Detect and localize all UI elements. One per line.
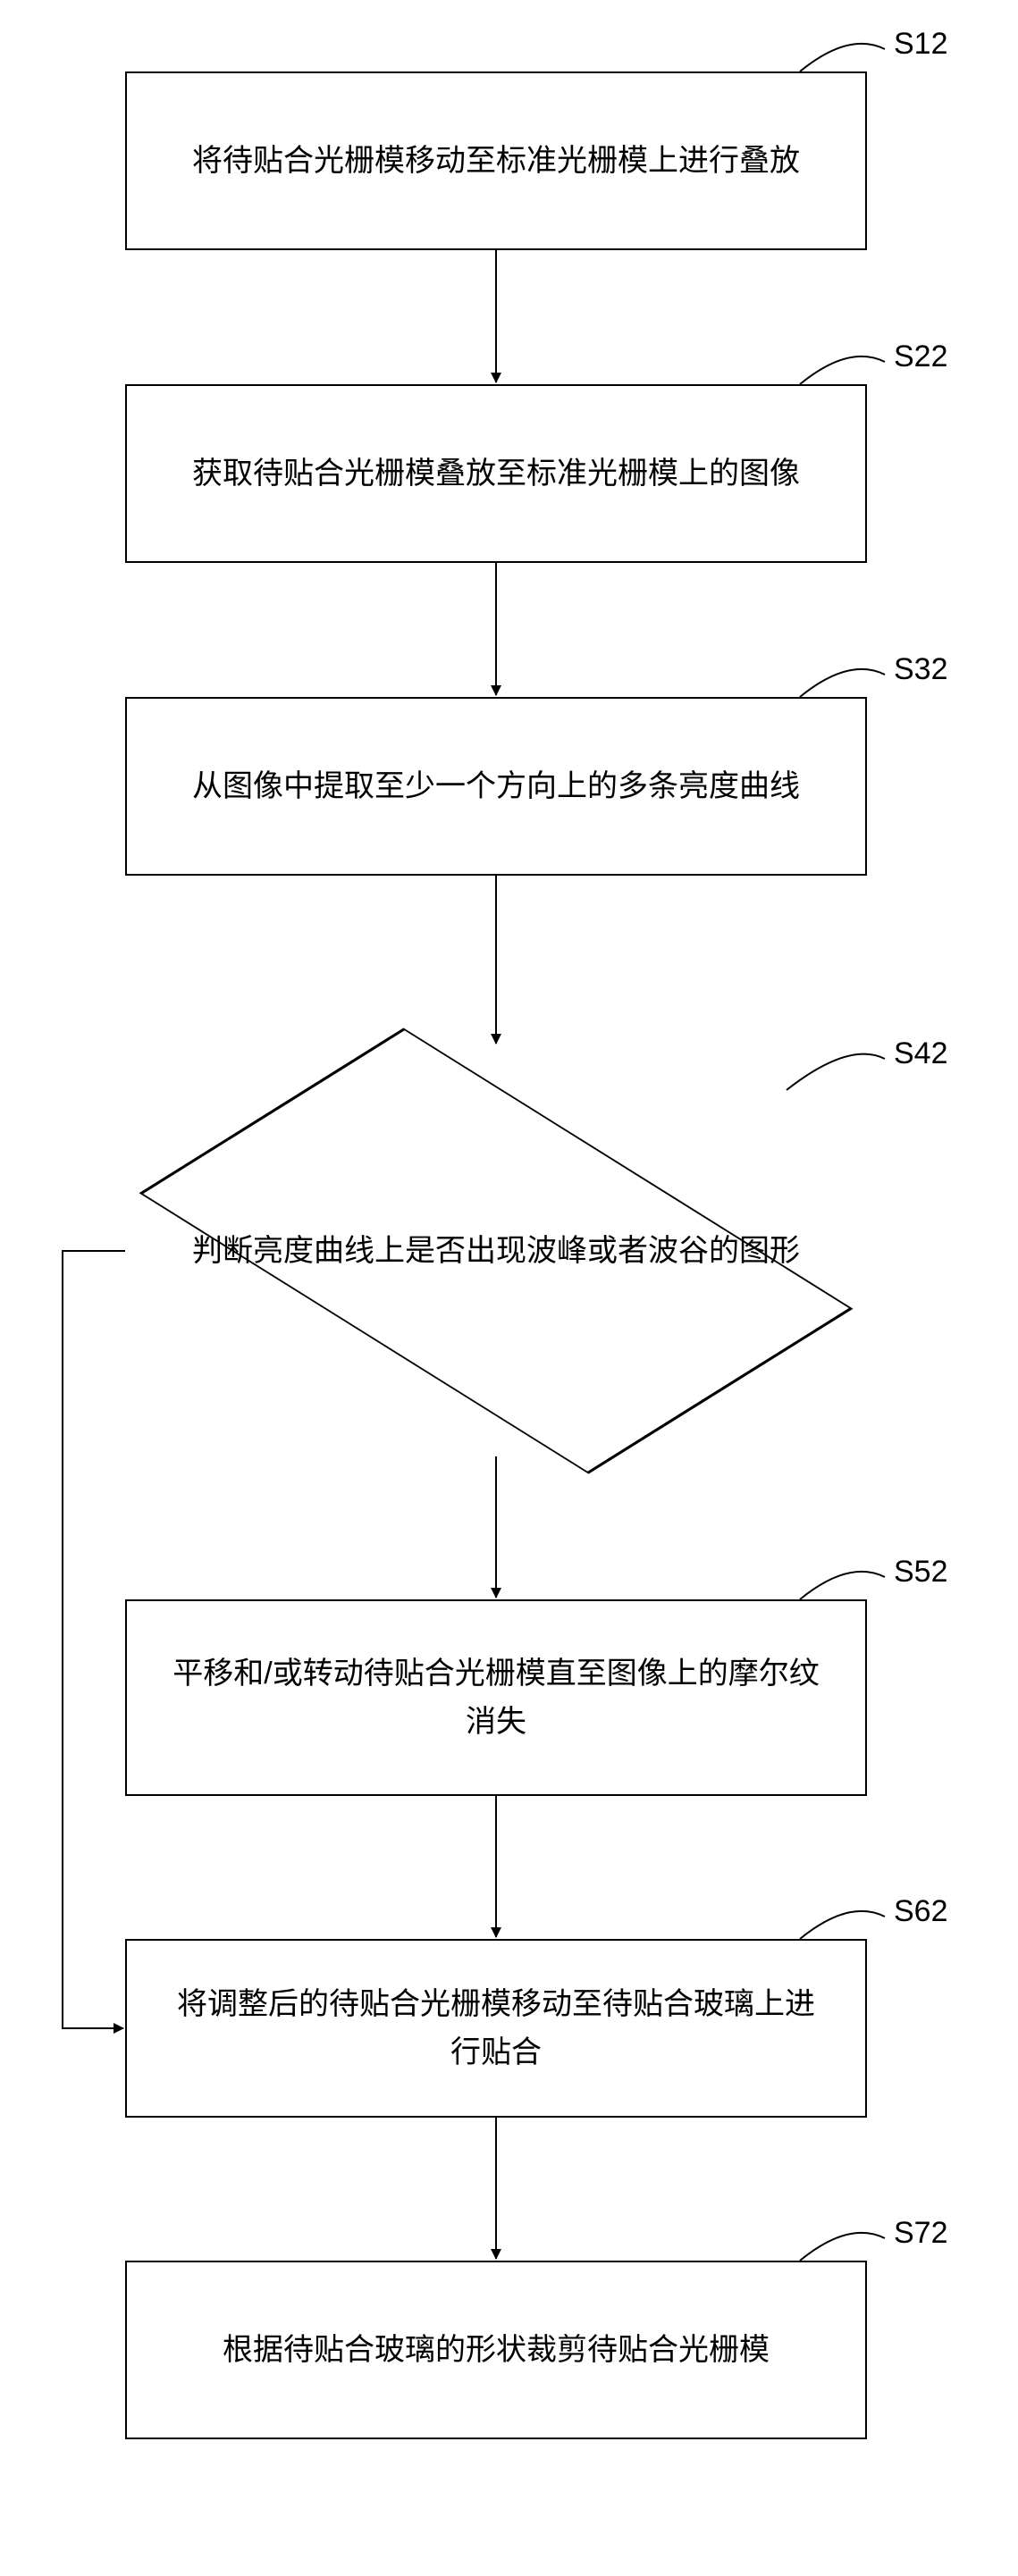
- label-text: S32: [894, 652, 948, 686]
- callout-s72: [800, 2233, 885, 2261]
- callout-s22: [800, 357, 885, 384]
- label-text: S12: [894, 27, 948, 61]
- flow-node-s42: 判断亮度曲线上是否出现波峰或者波谷的图形: [125, 1045, 867, 1456]
- step-label-s42: S42: [894, 1036, 948, 1071]
- step-label-s72: S72: [894, 2216, 948, 2251]
- step-label-s12: S12: [894, 27, 948, 62]
- label-text: S72: [894, 2216, 948, 2250]
- callout-s32: [800, 669, 885, 697]
- step-label-s32: S32: [894, 652, 948, 687]
- node-text: 根据待贴合玻璃的形状裁剪待贴合光栅模: [223, 2326, 770, 2374]
- flow-node-s22: 获取待贴合光栅模叠放至标准光栅模上的图像: [125, 384, 867, 563]
- node-text: 判断亮度曲线上是否出现波峰或者波谷的图形: [192, 1227, 800, 1275]
- callout-s52: [800, 1572, 885, 1599]
- label-text: S62: [894, 1894, 948, 1928]
- flow-node-s72: 根据待贴合玻璃的形状裁剪待贴合光栅模: [125, 2261, 867, 2439]
- label-text: S42: [894, 1036, 948, 1070]
- step-label-s52: S52: [894, 1555, 948, 1590]
- callout-s62: [800, 1911, 885, 1939]
- flow-node-s12: 将待贴合光栅模移动至标准光栅模上进行叠放: [125, 71, 867, 250]
- node-text: 将调整后的待贴合光栅模移动至待贴合玻璃上进行贴合: [163, 1980, 829, 2077]
- callout-s12: [800, 44, 885, 71]
- flow-node-s32: 从图像中提取至少一个方向上的多条亮度曲线: [125, 697, 867, 876]
- label-text: S22: [894, 340, 948, 373]
- node-text: 平移和/或转动待贴合光栅模直至图像上的摩尔纹消失: [163, 1649, 829, 1747]
- step-label-s62: S62: [894, 1894, 948, 1929]
- flow-node-s52: 平移和/或转动待贴合光栅模直至图像上的摩尔纹消失: [125, 1599, 867, 1796]
- node-text: 获取待贴合光栅模叠放至标准光栅模上的图像: [192, 449, 800, 498]
- edge-s42-s62-branch: [63, 1251, 125, 2028]
- flow-node-s62: 将调整后的待贴合光栅模移动至待贴合玻璃上进行贴合: [125, 1939, 867, 2118]
- node-text: 从图像中提取至少一个方向上的多条亮度曲线: [192, 762, 800, 810]
- node-text: 将待贴合光栅模移动至标准光栅模上进行叠放: [192, 137, 800, 185]
- node-text-wrap: 判断亮度曲线上是否出现波峰或者波谷的图形: [125, 1045, 867, 1456]
- step-label-s22: S22: [894, 340, 948, 374]
- label-text: S52: [894, 1555, 948, 1589]
